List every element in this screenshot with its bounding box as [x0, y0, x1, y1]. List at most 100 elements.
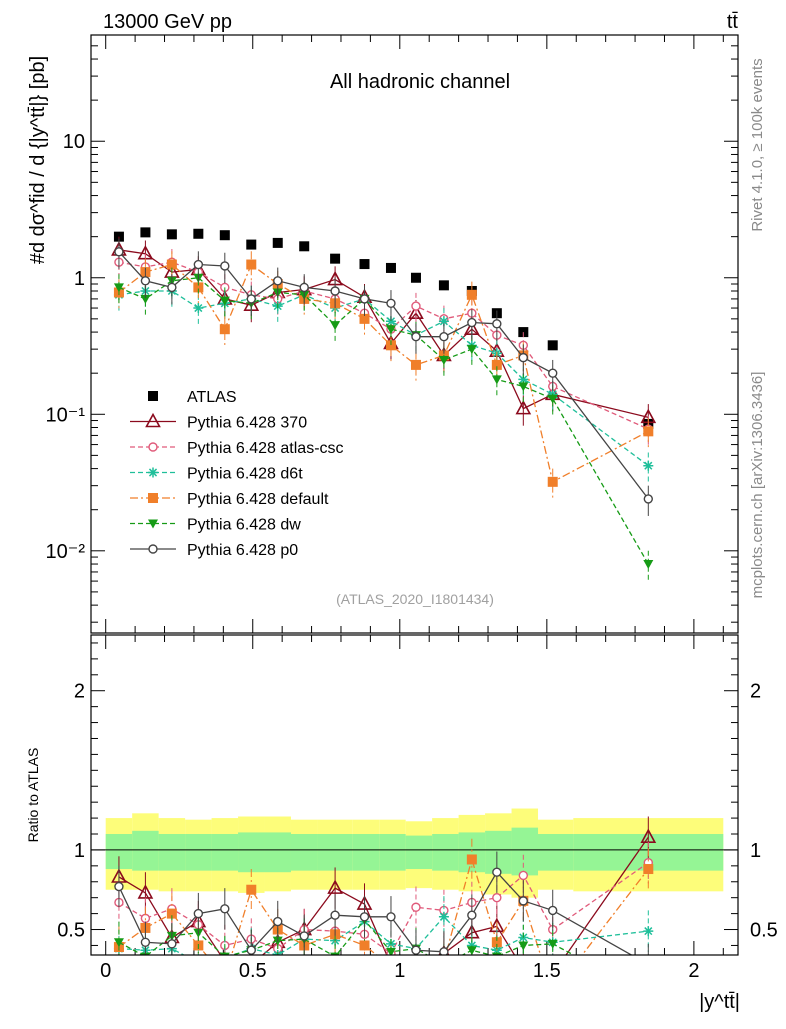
data-point: [385, 316, 396, 327]
main-y-axis-title: #d dσ^fid / d {|y^tt̄|} [pb]: [27, 56, 49, 264]
ratio-data-point: [466, 946, 477, 955]
legend: ATLAS Pythia 6.428 370 Pythia 6.428 atlas-…: [130, 389, 344, 559]
data-point: [439, 332, 449, 342]
x-tick-label: 2: [688, 960, 699, 982]
data-point: [219, 296, 230, 306]
legend-label: Pythia 6.428 370: [187, 415, 307, 432]
ratio-data-point: [193, 958, 203, 968]
data-point: [193, 259, 204, 270]
data-point: [359, 313, 370, 324]
data-point: [518, 374, 529, 385]
ratio-data-point: [359, 940, 370, 951]
data-point: [330, 286, 340, 296]
uncertainty-band-inner: [238, 832, 265, 873]
series-5: [113, 264, 654, 582]
uncertainty-band-inner: [185, 834, 212, 871]
data-point: [643, 426, 654, 437]
ratio-y-tick-label: 2: [74, 681, 85, 703]
data-point: [140, 227, 151, 238]
series-line: [118, 251, 649, 500]
data-point: [166, 259, 177, 270]
ratio-data-point: [518, 896, 529, 906]
series-4: [113, 251, 654, 499]
ratio-data-point: [166, 908, 177, 919]
ratio-y-tick-label-right: 1: [750, 840, 761, 862]
data-point: [548, 368, 558, 378]
ratio-data-point: [330, 910, 340, 920]
ratio-data-point: [644, 961, 652, 969]
main-frame: [90, 34, 739, 634]
data-point: [114, 247, 124, 257]
data-point: [220, 261, 230, 271]
ratio-y-tick-label: 1: [74, 840, 85, 862]
data-point: [492, 319, 502, 329]
ratio-data-point: [246, 884, 257, 895]
ratio-data-point: [547, 939, 558, 949]
data-point: [410, 359, 421, 370]
data-point: [643, 494, 654, 504]
ratio-data-point: [299, 931, 309, 941]
data-point: [385, 262, 396, 273]
data-point: [299, 241, 310, 252]
series-line: [118, 277, 649, 565]
ratio-data-point: [518, 941, 529, 951]
ratio-data-point: [220, 972, 230, 982]
ratio-data-point: [643, 864, 654, 875]
main-title: All hadronic channel: [330, 71, 510, 93]
ratio-data-point: [114, 881, 124, 892]
data-point: [411, 332, 421, 342]
ratio-data-point: [411, 968, 421, 978]
data-point: [166, 229, 177, 240]
data-point: [330, 321, 341, 331]
legend-label: Pythia 6.428 d6t: [187, 466, 303, 483]
ratio-data-point: [517, 962, 530, 974]
ratio-data-point: [385, 947, 396, 955]
ratio-data-point: [411, 945, 421, 955]
ratio-frame: [90, 634, 739, 956]
ratio-data-point: [246, 945, 256, 955]
uncertainty-band-inner: [379, 834, 406, 871]
data-point: [547, 340, 558, 351]
legend-label: Pythia 6.428 dw: [187, 517, 301, 534]
uncertainty-band-inner: [485, 830, 512, 874]
legend-label: Pythia 6.428 p0: [187, 542, 298, 559]
series-line: [118, 261, 649, 430]
uncertainty-band-inner: [352, 834, 380, 871]
data-point: [246, 259, 257, 270]
data-point: [330, 253, 341, 264]
ratio-data-point: [491, 937, 502, 948]
legend-marker: [148, 519, 158, 529]
data-point: [246, 239, 257, 250]
ratio-series-line: [118, 871, 633, 955]
data-point: [193, 303, 204, 314]
data-point: [491, 375, 502, 385]
main-y-tick-label: 10: [63, 131, 85, 153]
x-tick-label: 1: [394, 960, 405, 982]
data-point: [385, 325, 396, 335]
ratio-data-point: [466, 854, 477, 865]
data-point: [193, 282, 204, 293]
ratio-data-point: [359, 912, 370, 922]
x-tick-label: 1.5: [533, 960, 561, 982]
uncertainty-band-inner: [538, 834, 574, 871]
ratio-data-point: [411, 902, 421, 912]
data-point: [219, 324, 230, 335]
data-point: [466, 345, 477, 355]
ratio-data-point: [548, 988, 558, 998]
data-point: [193, 228, 204, 239]
ratio-data-point: [219, 952, 230, 955]
ratio-data-point: [492, 867, 502, 877]
ratio-data-point: [223, 952, 227, 955]
data-point: [140, 294, 151, 304]
series-line: [118, 290, 649, 467]
legend-label: ATLAS: [187, 389, 237, 406]
ratio-plot-area: [91, 808, 738, 998]
series-6: [114, 238, 654, 516]
ratio-panel: 0.5 0.5 1 1 2 2 0 0.5 1 1.5 2: [57, 635, 778, 982]
ratio-data-point: [439, 947, 449, 955]
data-point: [643, 460, 654, 471]
rivet-label: Rivet 4.1.0, ≥ 100k events: [749, 58, 766, 231]
ratio-data-point: [330, 952, 341, 955]
ratio-data-point: [193, 908, 204, 919]
